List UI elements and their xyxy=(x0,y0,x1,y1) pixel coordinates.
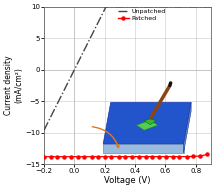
Line: Unpatched: Unpatched xyxy=(44,7,211,130)
Unpatched xyxy=(74,67,76,70)
Unpatched xyxy=(87,40,90,43)
Polygon shape xyxy=(144,119,156,125)
Unpatched xyxy=(210,5,212,8)
Polygon shape xyxy=(137,120,158,130)
Unpatched xyxy=(196,5,199,8)
Y-axis label: Current density
(mA/cm²): Current density (mA/cm²) xyxy=(4,56,24,115)
Unpatched xyxy=(49,116,52,118)
Polygon shape xyxy=(103,144,184,153)
Unpatched xyxy=(53,109,55,111)
Polygon shape xyxy=(103,102,191,144)
Unpatched xyxy=(105,5,107,8)
X-axis label: Voltage (V): Voltage (V) xyxy=(104,176,151,185)
Unpatched xyxy=(202,5,205,8)
Legend: Unpatched, Patched: Unpatched, Patched xyxy=(117,8,166,22)
FancyArrowPatch shape xyxy=(92,127,119,148)
Polygon shape xyxy=(184,102,191,153)
Unpatched xyxy=(43,129,45,131)
